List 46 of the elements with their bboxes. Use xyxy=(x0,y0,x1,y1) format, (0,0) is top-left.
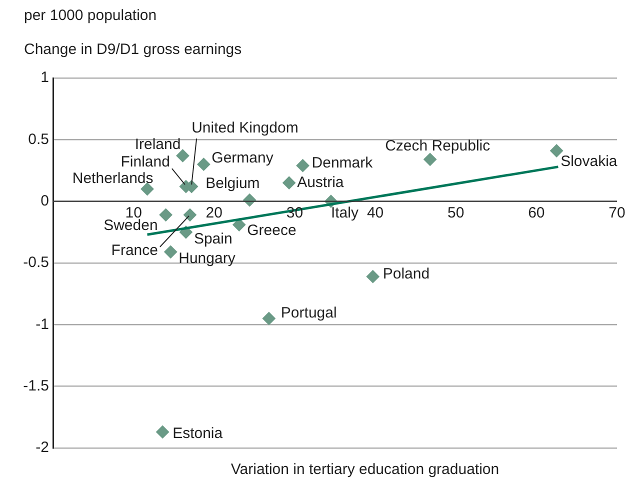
annotation: France xyxy=(111,242,158,260)
annotation: Netherlands xyxy=(72,170,154,188)
y-tick-label: 1 xyxy=(40,69,49,86)
annotation: Finland xyxy=(120,154,170,171)
point xyxy=(296,159,310,172)
annotation: Ireland xyxy=(134,136,181,153)
point xyxy=(164,245,178,258)
point xyxy=(366,270,380,284)
annotation: Czech Republic xyxy=(385,138,491,155)
x-tick-label: 20 xyxy=(206,204,222,222)
point xyxy=(176,149,190,162)
point xyxy=(282,176,296,190)
point xyxy=(197,158,210,171)
annotation: Denmark xyxy=(312,154,374,172)
text: per 1000 population xyxy=(24,7,157,24)
annotation: United Kingdom xyxy=(192,120,298,137)
annotation: Germany xyxy=(212,149,274,166)
x-tick-label: 60 xyxy=(528,204,545,222)
annotation: Austria xyxy=(297,174,344,191)
point xyxy=(424,152,437,166)
point xyxy=(262,312,276,325)
x-tick-label: 50 xyxy=(448,204,464,222)
y-tick-label: -1 xyxy=(36,316,49,333)
annotation: Estonia xyxy=(172,425,224,442)
y-axis-title: Change in D9/D1 gross earnings xyxy=(24,41,242,58)
y-tick-label: 0.5 xyxy=(28,130,49,148)
y-tick-label: -0.5 xyxy=(23,254,49,272)
point xyxy=(156,425,170,438)
x-tick-label: 40 xyxy=(366,204,384,222)
point xyxy=(183,208,196,222)
annotation: Belgium xyxy=(206,175,260,192)
point xyxy=(140,182,154,196)
x-tick-label: 70 xyxy=(608,204,626,222)
annotation: Greece xyxy=(247,222,296,239)
y-tick-label: -1.5 xyxy=(23,377,49,394)
annotation: Italy xyxy=(330,204,359,222)
y-tick-label: 0 xyxy=(40,192,49,210)
point xyxy=(232,218,246,232)
annotation: Spain xyxy=(194,230,232,248)
annotation: Poland xyxy=(382,266,430,283)
annotation: Portugal xyxy=(280,304,337,322)
x-axis-title: Variation in tertiary education graduation xyxy=(230,461,500,478)
y-tick-label: -2 xyxy=(36,439,49,456)
annotation: Hungary xyxy=(178,250,236,268)
point xyxy=(159,208,172,222)
annotation: Slovakia xyxy=(560,152,618,170)
